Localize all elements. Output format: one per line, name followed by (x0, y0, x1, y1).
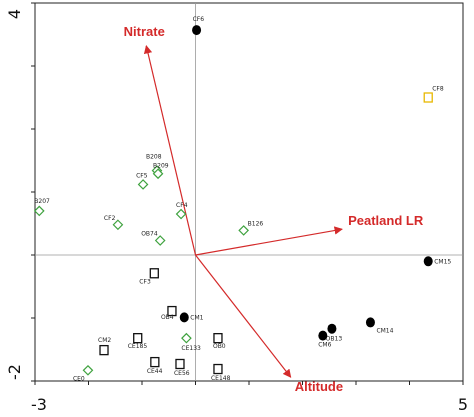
point-label-b207: B207 (34, 198, 50, 205)
y-tick-label-max: 4 (5, 9, 24, 19)
point-label-cm15: CM15 (434, 258, 451, 265)
point-cm1 (179, 312, 189, 323)
point-label-ce133: CE133 (181, 345, 201, 352)
point-label-ce148: CE148 (211, 375, 231, 382)
point-label-cf8: CF8 (432, 86, 444, 93)
y-tick-label-min: -2 (5, 364, 24, 380)
point-label-ce0: CE0 (73, 375, 85, 382)
point-ce185 (133, 333, 143, 344)
point-ob13 (327, 323, 337, 334)
point-label-ob0: OB0 (213, 343, 226, 350)
point-cf5 (137, 179, 149, 190)
vector-label-peatland-lr: Peatland LR (348, 213, 424, 228)
point-label-ce56: CE56 (174, 370, 190, 377)
point-ob0 (213, 333, 223, 344)
point-label-cf6: CF6 (193, 16, 205, 23)
point-label-cm6: CM6 (318, 342, 331, 349)
point-cf3 (149, 268, 159, 279)
point-label-ce44: CE44 (147, 368, 163, 375)
point-cm15 (423, 256, 433, 267)
point-cm6 (318, 330, 328, 341)
x-tick-label-max: 5 (458, 395, 468, 414)
point-label-cm14: CM14 (376, 327, 393, 334)
point-label-ce185: CE185 (128, 343, 148, 350)
point-label-ob74: OB74 (141, 231, 158, 238)
point-ce133 (181, 332, 192, 344)
vector-arrow-peatland-lr (195, 226, 343, 256)
x-tick-label-min: -3 (31, 395, 47, 414)
point-label-cm1: CM1 (190, 314, 203, 321)
point-b209 (152, 168, 164, 180)
point-cf4 (175, 208, 187, 220)
point-ob74 (154, 235, 166, 246)
point-cm2 (99, 344, 109, 356)
point-label-b208: B208 (146, 154, 162, 161)
point-ce44 (150, 356, 160, 368)
point-label-b209: B209 (153, 163, 169, 170)
point-label-cm2: CM2 (98, 337, 111, 344)
axis-ticks (31, 2, 464, 385)
vector-arrows: Nitrate Peatland LR Altitude (124, 24, 424, 394)
vector-label-altitude: Altitude (295, 379, 343, 394)
vector-label-nitrate: Nitrate (124, 24, 165, 39)
point-ce56 (175, 358, 185, 370)
point-cf8 (423, 92, 433, 103)
point-label-ob13: OB13 (326, 336, 343, 343)
point-ob4 (167, 305, 177, 317)
point-ce148 (213, 363, 223, 375)
point-label-cf3: CF3 (139, 278, 151, 285)
point-label-cf2: CF2 (104, 215, 116, 222)
vector-arrow-altitude (195, 254, 292, 378)
point-label-ob4: OB4 (161, 314, 174, 321)
point-b207 (33, 205, 45, 217)
point-cf2 (112, 219, 124, 231)
point-b126 (238, 225, 249, 236)
point-cm14 (365, 317, 375, 328)
point-label-b126: B126 (248, 220, 264, 227)
point-ce0 (82, 364, 94, 376)
point-label-cf4: CF4 (176, 202, 188, 209)
vector-arrow-nitrate (143, 45, 197, 256)
point-cf6 (192, 25, 202, 36)
point-label-cf5: CF5 (136, 172, 148, 179)
